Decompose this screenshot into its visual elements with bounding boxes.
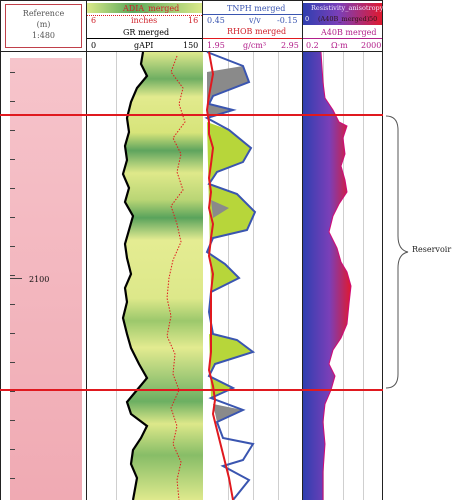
anisotropy-min: 0	[305, 15, 310, 23]
gr-track	[87, 51, 203, 500]
a40b-max: 2000	[361, 41, 382, 50]
grid-line	[116, 52, 117, 500]
gr-min: 0	[91, 41, 97, 50]
depth-tick	[10, 130, 15, 131]
gr-unit: gAPI	[134, 41, 154, 50]
tnph-curve-name: TNPH merged	[227, 4, 286, 13]
depth-track: 2100	[0, 52, 87, 500]
grid-line	[278, 52, 279, 500]
gr-max: 150	[183, 41, 199, 50]
depth-tick	[10, 275, 15, 276]
anisotropy-color-bar	[303, 3, 382, 25]
depth-tick	[10, 478, 15, 479]
reference-header: Reference (m) 1:480	[0, 0, 87, 52]
neutron-density-track	[203, 51, 303, 500]
depth-column	[10, 58, 82, 500]
reservoir-base-line	[0, 389, 383, 391]
a40b-unit: Ω·m	[331, 41, 348, 50]
grid-line	[253, 52, 254, 500]
adia-unit: inches	[131, 16, 158, 25]
depth-tick	[10, 362, 15, 363]
tnph-unit: v/v	[249, 16, 261, 25]
tnph-max: -0.15	[277, 16, 298, 25]
anisotropy-curve-name: Resistivity_anisotropy	[311, 4, 384, 12]
reservoir-label: Reservoir	[412, 245, 452, 254]
depth-tick	[10, 101, 15, 102]
rhob-max: 2.95	[281, 41, 299, 50]
a40b-curve-name: A40B merged	[321, 28, 377, 37]
tnph-min: 0.45	[207, 16, 225, 25]
reference-unit: (m)	[36, 20, 51, 29]
depth-tick	[10, 217, 15, 218]
depth-tick	[10, 246, 15, 247]
adia-min: 6	[91, 16, 97, 25]
rhob-unit: g/cm³	[243, 41, 267, 50]
adia-max: 16	[188, 16, 199, 25]
resistivity-header: Resistivity_anisotropy 0 (A40B_merged) 5…	[303, 0, 383, 52]
adia-curve-name: ADIA_merged	[123, 4, 180, 13]
rhob-min: 1.95	[207, 41, 225, 50]
reference-header-box: Reference (m) 1:480	[5, 4, 82, 48]
tnph-legend-line	[203, 14, 302, 15]
gr-legend-line	[87, 38, 202, 39]
gr-adia-plot	[121, 51, 203, 500]
gr-curve-name: GR merged	[123, 28, 170, 37]
reservoir-top-line	[0, 114, 383, 116]
depth-tick	[10, 304, 15, 305]
resistivity-track	[303, 51, 383, 500]
depth-label-2100: 2100	[29, 275, 50, 284]
rhob-curve-name: RHOB merged	[227, 27, 287, 36]
reference-title: Reference	[22, 9, 65, 18]
anisotropy-max: 50	[369, 15, 378, 23]
adia-legend-line	[87, 15, 202, 16]
neutron-density-plot	[204, 51, 257, 500]
resistivity-plot	[303, 51, 352, 500]
anisotropy-fill-curve: (A40B_merged)	[318, 15, 370, 23]
a40b-min: 0.2	[306, 41, 319, 50]
grid-line	[363, 52, 364, 500]
neutron-density-header: TNPH merged 0.45 v/v -0.15 RHOB merged 1…	[203, 0, 303, 52]
depth-tick	[10, 333, 15, 334]
gr-track-header: ADIA_merged 6 inches 16 GR merged 0 gAPI…	[87, 0, 203, 52]
depth-tick	[10, 188, 15, 189]
depth-tick	[10, 72, 15, 73]
a40b-legend-line	[303, 38, 382, 39]
depth-tick	[10, 159, 15, 160]
depth-tick	[10, 391, 15, 392]
depth-tick	[10, 420, 15, 421]
adia-color-bar	[87, 3, 202, 13]
depth-major-tick	[10, 278, 22, 279]
reference-scale: 1:480	[31, 31, 56, 40]
rhob-legend-line	[203, 38, 302, 39]
depth-tick	[10, 449, 15, 450]
